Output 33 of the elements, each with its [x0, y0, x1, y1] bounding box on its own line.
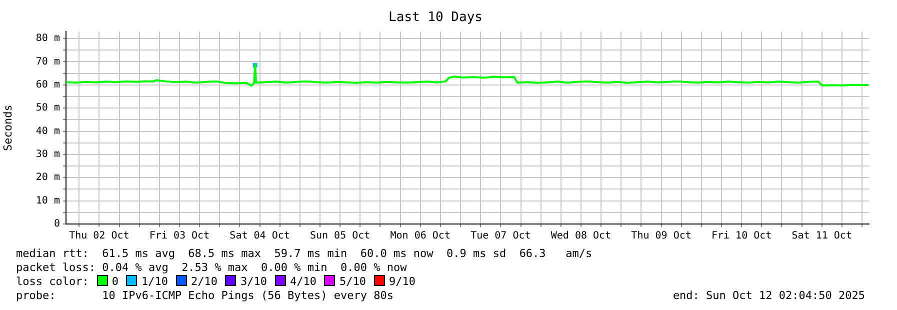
legend-label: 4/10: [290, 275, 316, 288]
x-tick-label: Thu 02 Oct: [69, 230, 130, 242]
y-tick-label: 80 m: [36, 33, 60, 44]
legend-label: 0: [112, 275, 118, 288]
x-tick-label: Tue 07 Oct: [470, 230, 531, 242]
y-tick-label: 20 m: [36, 172, 60, 184]
x-tick-label: Sat 04 Oct: [230, 230, 290, 242]
y-axis-title: Seconds: [1, 104, 14, 151]
y-tick-label: 70 m: [36, 56, 60, 68]
y-tick-label: 40 m: [36, 126, 60, 137]
text: end: Sun Oct 12 02:04:50 2025: [672, 289, 865, 303]
y-tick-label: 10 m: [36, 195, 60, 206]
y-tick-label: 50 m: [36, 102, 60, 114]
legend-title: loss color:: [16, 275, 89, 288]
legend-label: 3/10: [240, 275, 267, 288]
text: probe: 10 IPv6-ICMP Echo Pings (56 Bytes) every 80s: [16, 289, 394, 302]
text: packet loss: 0.04 % avg 2.53 % max 0.00 % min 0.00 % now: [16, 261, 407, 275]
x-tick-label: Fri 03 Oct: [149, 230, 210, 242]
x-tick-label: Wed 08 Oct: [550, 230, 612, 242]
chart-title: Last 10 Days: [388, 10, 482, 26]
legend-label: 2/10: [190, 275, 218, 288]
x-tick-label: Mon 06 Oct: [390, 230, 450, 242]
y-tick-label: 30 m: [36, 149, 60, 160]
y-tick-label: 0: [54, 218, 60, 230]
x-tick-label: Fri 10 Oct: [711, 230, 772, 242]
legend-label: 1/10: [141, 275, 168, 288]
x-tick-label: Thu 09 Oct: [631, 230, 692, 242]
legend-label: 5/10: [339, 275, 366, 288]
text: median rtt: 61.5 ms avg 68.5 ms max 59.7 ms min 60.0 ms now 0.9 ms sd 66.3 am/s: [16, 247, 592, 261]
y-tick-label: 60 m: [36, 80, 60, 91]
legend-label: 9/10: [388, 275, 416, 288]
x-tick-label: Sat 11 Oct: [792, 230, 852, 242]
x-tick-label: Sun 05 Oct: [310, 230, 370, 242]
